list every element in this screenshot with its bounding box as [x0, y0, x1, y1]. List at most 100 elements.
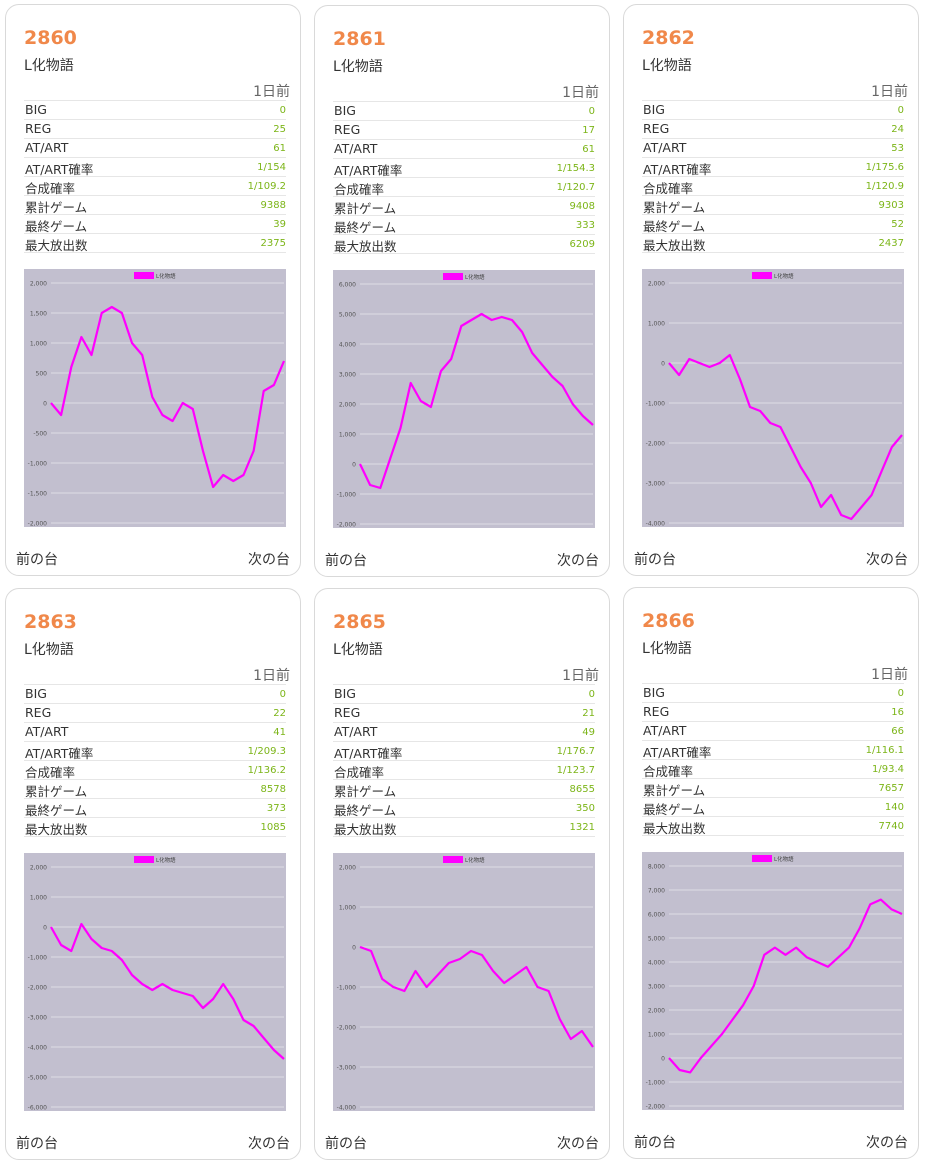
stat-label: BIG: [643, 685, 665, 700]
machine-number[interactable]: 2866: [642, 610, 695, 632]
chart-background: [642, 852, 904, 1110]
stats-table: BIG 0 REG 16 AT/ART 66 AT/ART確率 1/116.1 合成確率 1/93…: [642, 683, 904, 836]
stats-row: REG 17: [333, 121, 595, 140]
prev-machine-link[interactable]: 前の台: [634, 1135, 676, 1151]
stats-row: 合成確率 1/109.2: [24, 177, 286, 196]
prev-machine-link[interactable]: 前の台: [16, 552, 58, 568]
next-machine-link[interactable]: 次の台: [248, 552, 290, 568]
stats-row: REG 24: [642, 120, 904, 139]
y-tick-label: -1,000: [646, 401, 666, 408]
stats-row: REG 22: [24, 704, 286, 723]
stat-label: BIG: [334, 686, 356, 701]
stat-value: 1321: [569, 822, 595, 833]
stat-label: 合成確率: [334, 765, 385, 780]
stat-value: 7740: [878, 821, 904, 832]
stats-row: BIG 0: [24, 685, 286, 704]
legend-swatch: [752, 272, 772, 279]
series-line: [359, 312, 594, 490]
stat-value: 49: [582, 727, 595, 738]
slump-chart: 2,000 1,000 0 -1,000 -2,000 -3,000 -4,000 -5,00…: [24, 853, 286, 1111]
machine-name: L化物語: [333, 59, 383, 75]
stats-row: 合成確率 1/136.2: [24, 761, 286, 780]
stat-label: AT/ART: [25, 140, 69, 155]
stat-value: 22: [273, 708, 286, 719]
stats-row: 累計ゲーム 9303: [642, 196, 904, 215]
legend-swatch: [134, 272, 154, 279]
y-tick-label: -4,000: [28, 1045, 48, 1052]
machine-name: L化物語: [333, 642, 383, 658]
stat-value: 8655: [569, 784, 595, 795]
stat-value: 1/120.9: [865, 181, 904, 192]
machine-number[interactable]: 2863: [24, 611, 77, 633]
stat-value: 1/176.7: [556, 746, 595, 757]
machine-number[interactable]: 2860: [24, 27, 77, 49]
y-tick-label: -2,000: [646, 441, 666, 448]
stat-label: AT/ART確率: [643, 745, 712, 760]
stat-label: REG: [334, 122, 361, 137]
prev-machine-link[interactable]: 前の台: [325, 553, 367, 569]
machine-card: 2861 L化物語 1日前 BIG 0 REG 17 AT/ART 61 AT/ART確率 1/15…: [314, 5, 610, 577]
stats-row: 累計ゲーム 7657: [642, 779, 904, 798]
stat-label: AT/ART: [643, 723, 687, 738]
y-tick-label: 1,000: [648, 321, 665, 328]
stat-label: 最終ゲーム: [643, 219, 706, 234]
legend-swatch: [752, 855, 772, 862]
series-line: [668, 353, 903, 521]
next-machine-link[interactable]: 次の台: [866, 1135, 908, 1151]
stat-label: AT/ART確率: [334, 746, 403, 761]
stat-value: 53: [891, 143, 904, 154]
stat-value: 1/209.3: [247, 746, 286, 757]
stats-row: 最大放出数 6209: [333, 235, 595, 254]
machine-number[interactable]: 2862: [642, 27, 695, 49]
next-machine-link[interactable]: 次の台: [248, 1136, 290, 1152]
stat-value: 6209: [569, 239, 595, 250]
machine-name: L化物語: [642, 58, 692, 74]
stat-label: 合成確率: [25, 765, 76, 780]
stats-row: 合成確率 1/123.7: [333, 761, 595, 780]
y-tick-label: 7,000: [648, 888, 665, 895]
stat-value: 39: [273, 219, 286, 230]
slump-chart: 2,000 1,000 0 -1,000 -2,000 -3,000 -4,000 L化物語: [642, 269, 904, 527]
stats-row: AT/ART 61: [333, 140, 595, 159]
machine-name: L化物語: [642, 641, 692, 657]
y-tick-label: 2,000: [30, 865, 47, 872]
stat-label: 累計ゲーム: [25, 200, 88, 215]
prev-machine-link[interactable]: 前の台: [634, 552, 676, 568]
stat-label: AT/ART確率: [25, 162, 94, 177]
legend-label: L化物語: [465, 856, 485, 864]
stats-table: BIG 0 REG 25 AT/ART 61 AT/ART確率 1/154 合成確率 1/109.…: [24, 100, 286, 253]
stat-value: 8578: [260, 784, 286, 795]
stat-value: 66: [891, 726, 904, 737]
prev-machine-link[interactable]: 前の台: [325, 1136, 367, 1152]
stats-row: BIG 0: [24, 101, 286, 120]
stat-label: REG: [643, 121, 670, 136]
stat-label: 最終ゲーム: [25, 803, 88, 818]
stat-label: 最大放出数: [643, 238, 706, 253]
slump-chart: 2,000 1,500 1,000 500 0 -500 -1,000 -1,500 -2,00…: [24, 269, 286, 527]
stat-value: 24: [891, 124, 904, 135]
stats-row: AT/ART 61: [24, 139, 286, 158]
prev-machine-link[interactable]: 前の台: [16, 1136, 58, 1152]
y-tick-label: 4,000: [648, 960, 665, 967]
stats-table: BIG 0 REG 24 AT/ART 53 AT/ART確率 1/175.6 合成確率 1/12…: [642, 100, 904, 253]
machine-number[interactable]: 2865: [333, 611, 386, 633]
stats-row: AT/ART 49: [333, 723, 595, 742]
stats-row: REG 16: [642, 703, 904, 722]
y-tick-label: -2,000: [646, 1104, 666, 1111]
stats-row: 最終ゲーム 350: [333, 799, 595, 818]
next-machine-link[interactable]: 次の台: [557, 1136, 599, 1152]
stats-row: BIG 0: [333, 685, 595, 704]
y-tick-label: 0: [43, 925, 47, 932]
y-tick-label: -5,000: [28, 1075, 48, 1082]
slump-chart: 6,000 5,000 4,000 3,000 2,000 1,000 0 -1,000 -2,…: [333, 270, 595, 528]
machine-number[interactable]: 2861: [333, 28, 386, 50]
y-tick-label: 6,000: [339, 282, 356, 289]
next-machine-link[interactable]: 次の台: [866, 552, 908, 568]
stat-value: 1/116.1: [865, 745, 904, 756]
stats-row: AT/ART 66: [642, 722, 904, 741]
y-tick-label: 1,000: [648, 1032, 665, 1039]
next-machine-link[interactable]: 次の台: [557, 553, 599, 569]
stat-label: 最終ゲーム: [643, 802, 706, 817]
stats-row: BIG 0: [333, 102, 595, 121]
stats-row: AT/ART確率 1/175.6: [642, 158, 904, 177]
